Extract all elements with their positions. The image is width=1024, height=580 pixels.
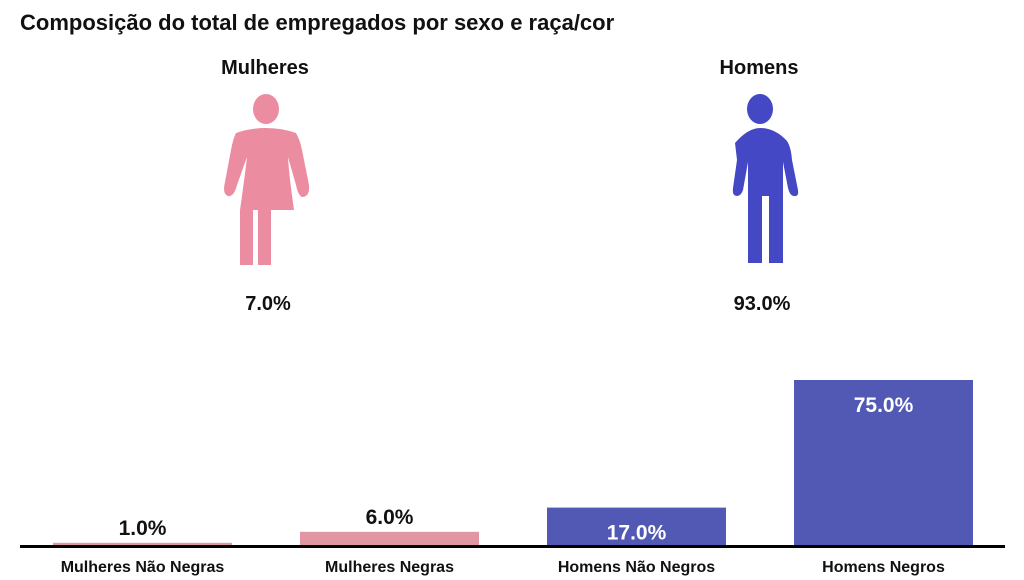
- category-label: Mulheres Não Negras: [61, 559, 225, 576]
- woman-icon: [224, 94, 310, 265]
- data-label: 1.0%: [119, 517, 167, 540]
- women-label: Mulheres: [221, 57, 309, 79]
- data-label: 6.0%: [366, 506, 414, 529]
- category-label: Mulheres Negras: [325, 559, 454, 576]
- data-label: 75.0%: [854, 394, 914, 417]
- man-icon: [732, 94, 799, 263]
- data-label: 17.0%: [607, 522, 667, 545]
- men-value: 93.0%: [733, 293, 791, 315]
- women-value: 7.0%: [245, 293, 291, 315]
- chart-title: Composição do total de empregados por se…: [20, 10, 615, 35]
- bar-2: [547, 507, 726, 545]
- bar-1: [300, 531, 479, 545]
- men-label: Homens: [719, 57, 799, 79]
- category-label: Homens Não Negros: [558, 559, 715, 576]
- category-label: Homens Negros: [822, 559, 945, 576]
- bar-0: [53, 542, 232, 545]
- bar-3: [794, 380, 973, 545]
